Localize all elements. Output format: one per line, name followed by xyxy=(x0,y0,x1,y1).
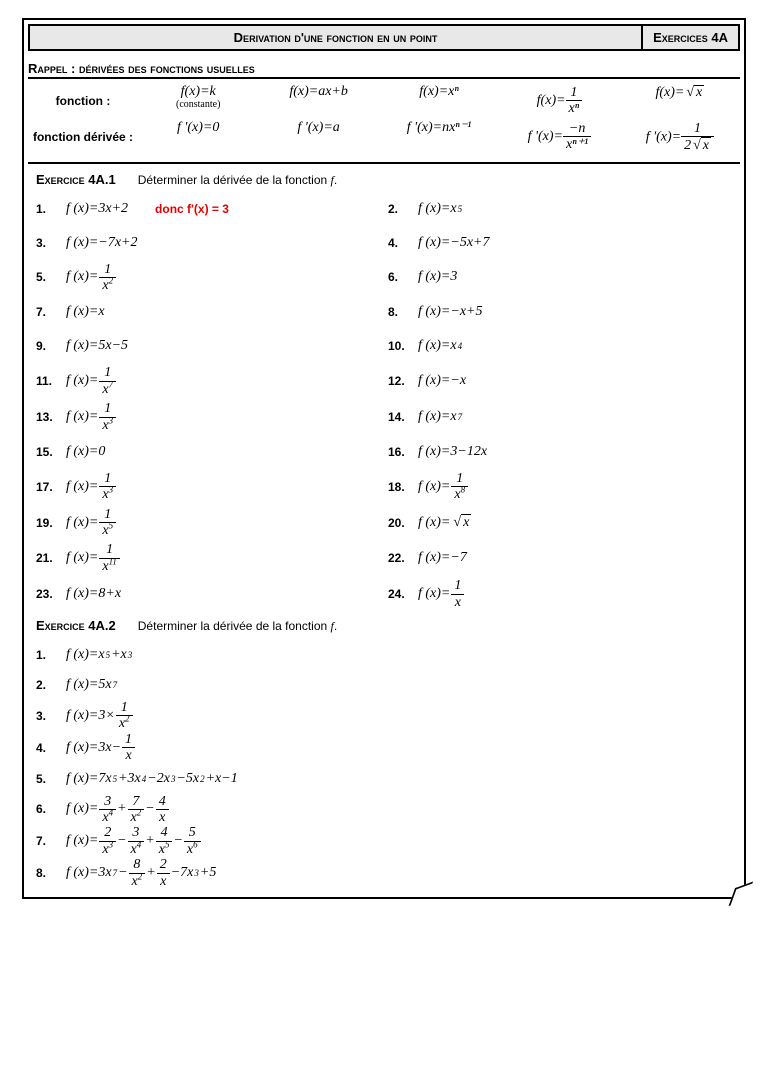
ex1-item: 15.f (x)=0 xyxy=(36,437,388,467)
ex2-item: 4.f (x)=3x−1x xyxy=(36,732,740,764)
ex2-item: 1.f (x)=x5+x3 xyxy=(36,640,740,670)
rappel-d3: f '(x)=nxⁿ⁻¹ xyxy=(379,121,499,154)
ex1-item: 4.f (x)=−5x+7 xyxy=(388,228,740,258)
ex1-item: 11.f (x)=1x7 xyxy=(36,365,388,397)
rappel-f5: f(x)=x xyxy=(620,85,740,117)
ex1-instruction: Déterminer la dérivée de la fonction f. xyxy=(138,173,337,188)
rappel-f3: f(x)=xⁿ xyxy=(379,85,499,117)
ex1-item: 8.f (x)=−x+5 xyxy=(388,297,740,327)
ex2-item: 3.f (x)=3×1x2 xyxy=(36,700,740,732)
ex2-instruction: Déterminer la dérivée de la fonction f. xyxy=(138,619,337,634)
ex1-item: 24.f (x)=1x xyxy=(388,578,740,610)
ex1-item: 19.f (x)=1x5 xyxy=(36,507,388,539)
ex1-item: 10.f (x)=x4 xyxy=(388,331,740,361)
rappel-derivatives-row: fonction dérivée : f '(x)=0 f '(x)=a f '… xyxy=(28,119,740,156)
ex1-grid: 1.f (x)=3x+2donc f'(x) = 32.f (x)=x53.f … xyxy=(36,194,740,610)
ex1-title: Exercice 4A.1 xyxy=(36,172,116,187)
exercise-code: Exercices 4A xyxy=(641,26,738,49)
rappel-label-function: fonction : xyxy=(28,94,138,108)
rappel-d5: f '(x)=12x xyxy=(620,121,740,154)
rappel-block: Rappel : dérivées des fonctions usuelles… xyxy=(28,61,740,164)
rappel-functions-row: fonction : f(x)=k (constante) f(x)=ax+b … xyxy=(28,83,740,119)
ex2-item: 6.f (x)=3x4+7x2−4x xyxy=(36,794,740,826)
page-title: Derivation d'une fonction en un point xyxy=(30,26,641,49)
exercice-4a2: Exercice 4A.2 Déterminer la dérivée de l… xyxy=(36,618,740,889)
ex1-item: 1.f (x)=3x+2donc f'(x) = 3 xyxy=(36,194,388,224)
page-frame: Derivation d'une fonction en un point Ex… xyxy=(22,18,746,899)
rappel-f4: f(x)=1xⁿ xyxy=(499,85,619,117)
rappel-d4: f '(x)=−nxⁿ⁺¹ xyxy=(499,121,619,154)
ex1-answer: donc f'(x) = 3 xyxy=(155,202,229,216)
ex1-item: 5.f (x)=1x2 xyxy=(36,262,388,294)
ex2-item: 2.f (x)=5x7 xyxy=(36,670,740,700)
ex2-item: 7.f (x)=2x3−3x4+4x5−5x6 xyxy=(36,825,740,857)
rappel-f1: f(x)=k (constante) xyxy=(138,85,258,117)
ex1-item: 13.f (x)=1x3 xyxy=(36,401,388,433)
ex1-item: 16.f (x)=3−12x xyxy=(388,437,740,467)
title-bar: Derivation d'une fonction en un point Ex… xyxy=(28,24,740,51)
rappel-d2: f '(x)=a xyxy=(258,121,378,154)
ex1-item: 22.f (x)=−7 xyxy=(388,542,740,574)
ex2-item: 8.f (x)=3x7−8x2+2x−7x3+5 xyxy=(36,857,740,889)
ex1-item: 17.f (x)=1x3 xyxy=(36,471,388,503)
ex1-item: 18.f (x)=1x8 xyxy=(388,471,740,503)
ex1-item: 21.f (x)=1x11 xyxy=(36,542,388,574)
exercice-4a1: Exercice 4A.1 Déterminer la dérivée de l… xyxy=(36,172,740,610)
rappel-label-derivative: fonction dérivée : xyxy=(28,130,138,144)
ex1-item: 7.f (x)=x xyxy=(36,297,388,327)
ex1-item: 3.f (x)=−7x+2 xyxy=(36,228,388,258)
ex1-item: 14.f (x)=x7 xyxy=(388,401,740,433)
ex1-item: 12.f (x)=−x xyxy=(388,365,740,397)
ex1-item: 9.f (x)=5x−5 xyxy=(36,331,388,361)
ex2-list: 1.f (x)=x5+x32.f (x)=5x73.f (x)=3×1x24.f… xyxy=(36,640,740,889)
rappel-f2: f(x)=ax+b xyxy=(258,85,378,117)
ex1-item: 20.f (x)=x xyxy=(388,507,740,539)
ex2-item: 5.f (x)=7x5+3x4−2x3−5x2+x−1 xyxy=(36,764,740,794)
rappel-d1: f '(x)=0 xyxy=(138,121,258,154)
ex1-item: 6.f (x)=3 xyxy=(388,262,740,294)
ex1-item: 2.f (x)=x5 xyxy=(388,194,740,224)
ex2-title: Exercice 4A.2 xyxy=(36,618,116,633)
rappel-title: Rappel : dérivées des fonctions usuelles xyxy=(28,61,740,79)
ex1-item: 23.f (x)=8+x xyxy=(36,578,388,610)
